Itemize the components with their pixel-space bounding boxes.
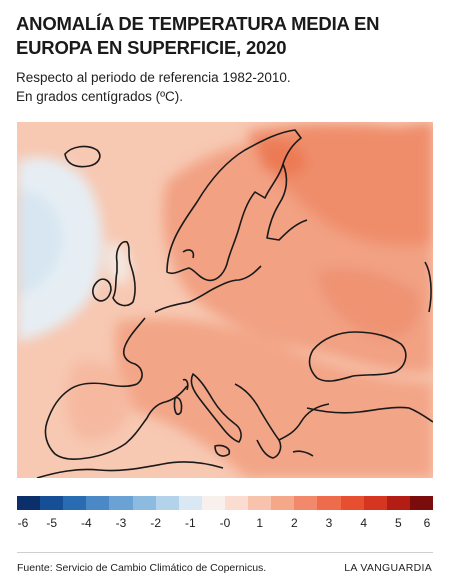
- color-scale-swatch: [63, 496, 87, 510]
- crete-outline: [292, 450, 314, 457]
- color-scale-swatch: [109, 496, 133, 510]
- map-canvas: [17, 122, 433, 478]
- color-scale-tick-label: -3: [115, 516, 127, 530]
- color-scale-swatch: [201, 496, 225, 510]
- sardinia-outline: [173, 396, 183, 416]
- lake-outline: [182, 249, 195, 259]
- coastlines: [36, 129, 433, 478]
- chart-subtitle: Respecto al periodo de referencia 1982-2…: [16, 68, 291, 106]
- baltic-coast: [154, 265, 262, 313]
- color-scale-swatch: [271, 496, 295, 510]
- color-scale-tick-label: 4: [360, 516, 367, 530]
- black-sea-outline: [308, 331, 407, 382]
- color-scale-swatch: [224, 496, 249, 510]
- iceland-outline: [64, 145, 101, 168]
- color-scale-tick-label: -0: [219, 516, 231, 530]
- color-scale-swatch: [294, 496, 318, 510]
- color-scale-swatch: [317, 496, 341, 510]
- subtitle-reference: Respecto al periodo de referencia 1982-2…: [16, 70, 291, 85]
- color-scale-tick-label: 3: [325, 516, 333, 530]
- color-scale-labels: -6 -5 -4 -3 -2 -1 -0 1 2 3 4 5 6: [17, 516, 433, 532]
- color-scale-swatch: [248, 496, 272, 510]
- great-britain-outline: [112, 240, 136, 307]
- warm-anomaly-area: [65, 122, 433, 478]
- color-scale-tick-label: -1: [184, 516, 196, 530]
- italy-outline: [190, 373, 242, 443]
- color-scale-swatch: [178, 496, 202, 510]
- color-scale-swatch: [340, 496, 364, 510]
- color-scale-tick-label: 6: [423, 516, 431, 530]
- temperature-anomaly-map: [17, 122, 433, 478]
- color-scale-tick-label: 5: [394, 516, 402, 530]
- color-scale-tick-label: 2: [290, 516, 298, 530]
- color-scale-tick-label: -5: [46, 516, 57, 530]
- scandinavia-outline: [166, 129, 302, 282]
- balkans-coast: [234, 383, 330, 459]
- color-scale-tick-label: -2: [150, 516, 161, 530]
- western-coast: [44, 317, 188, 460]
- caspian-coast: [424, 261, 432, 313]
- color-scale-swatch: [132, 496, 156, 510]
- cool-anomaly-area: [17, 157, 131, 342]
- color-scale-tick-label: 1: [256, 516, 263, 530]
- subtitle-units: En grados centígrados (ºC).: [16, 89, 184, 104]
- brand-logo: LA VANGUARDIA: [344, 562, 432, 574]
- north-africa-coast: [36, 461, 224, 478]
- footer-divider: [17, 552, 433, 553]
- finland-coast: [266, 163, 308, 241]
- ireland-outline: [92, 278, 112, 302]
- color-scale-tick-label: -4: [80, 516, 92, 530]
- color-scale-swatch: [17, 496, 41, 510]
- turkey-coast: [306, 406, 433, 423]
- color-scale-swatch: [363, 496, 387, 510]
- color-scale-swatch: [40, 496, 64, 510]
- color-scale-swatch: [86, 496, 110, 510]
- chart-title: ANOMALÍA DE TEMPERATURA MEDIA EN EUROPA …: [16, 13, 380, 58]
- color-scale-swatch: [386, 496, 410, 510]
- color-scale-tick-label: -6: [17, 516, 29, 530]
- sicily-outline: [214, 444, 231, 457]
- source-note: Fuente: Servicio de Cambio Climático de …: [17, 562, 267, 574]
- color-scale-bar: [17, 496, 433, 510]
- corsica-outline: [182, 378, 189, 391]
- color-scale-swatch: [155, 496, 179, 510]
- color-scale-swatch: [409, 496, 433, 510]
